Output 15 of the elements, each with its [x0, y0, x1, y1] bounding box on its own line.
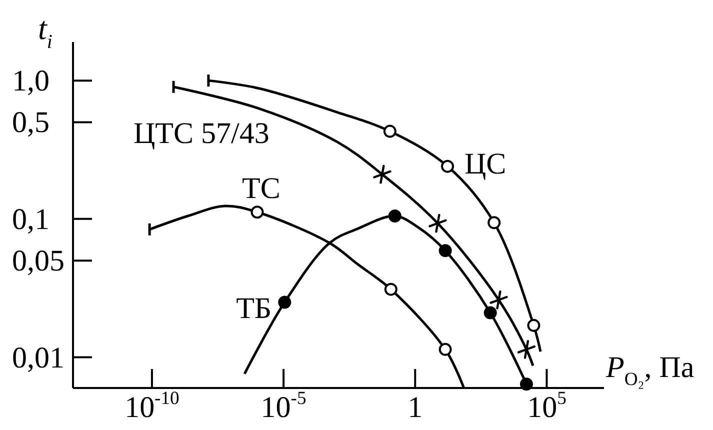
y-tick-label: 1,0	[12, 64, 50, 98]
y-tick-label: 0,05	[12, 244, 64, 278]
y-tick-label: 0,1	[12, 202, 50, 236]
y-tick-label: 0,01	[12, 340, 64, 374]
x-tick-label: 10$^{5}$	[527, 388, 566, 424]
x-tick-label: 10$^{-5}$	[260, 388, 306, 424]
y-tick-label: 0,5	[12, 106, 50, 139]
x-axis-title: P$_{O₂}$, Па	[605, 351, 694, 390]
series-label: ЦС	[464, 146, 506, 180]
series-label: ТС	[242, 172, 280, 205]
y-axis-title: t$_{i}$	[38, 10, 52, 53]
series-label: ТБ	[236, 292, 272, 325]
legend-label: ЦТС 57/43	[134, 116, 270, 150]
x-tick-label: 10$^{-10}$	[124, 388, 180, 424]
x-tick-label: 1	[408, 391, 423, 424]
